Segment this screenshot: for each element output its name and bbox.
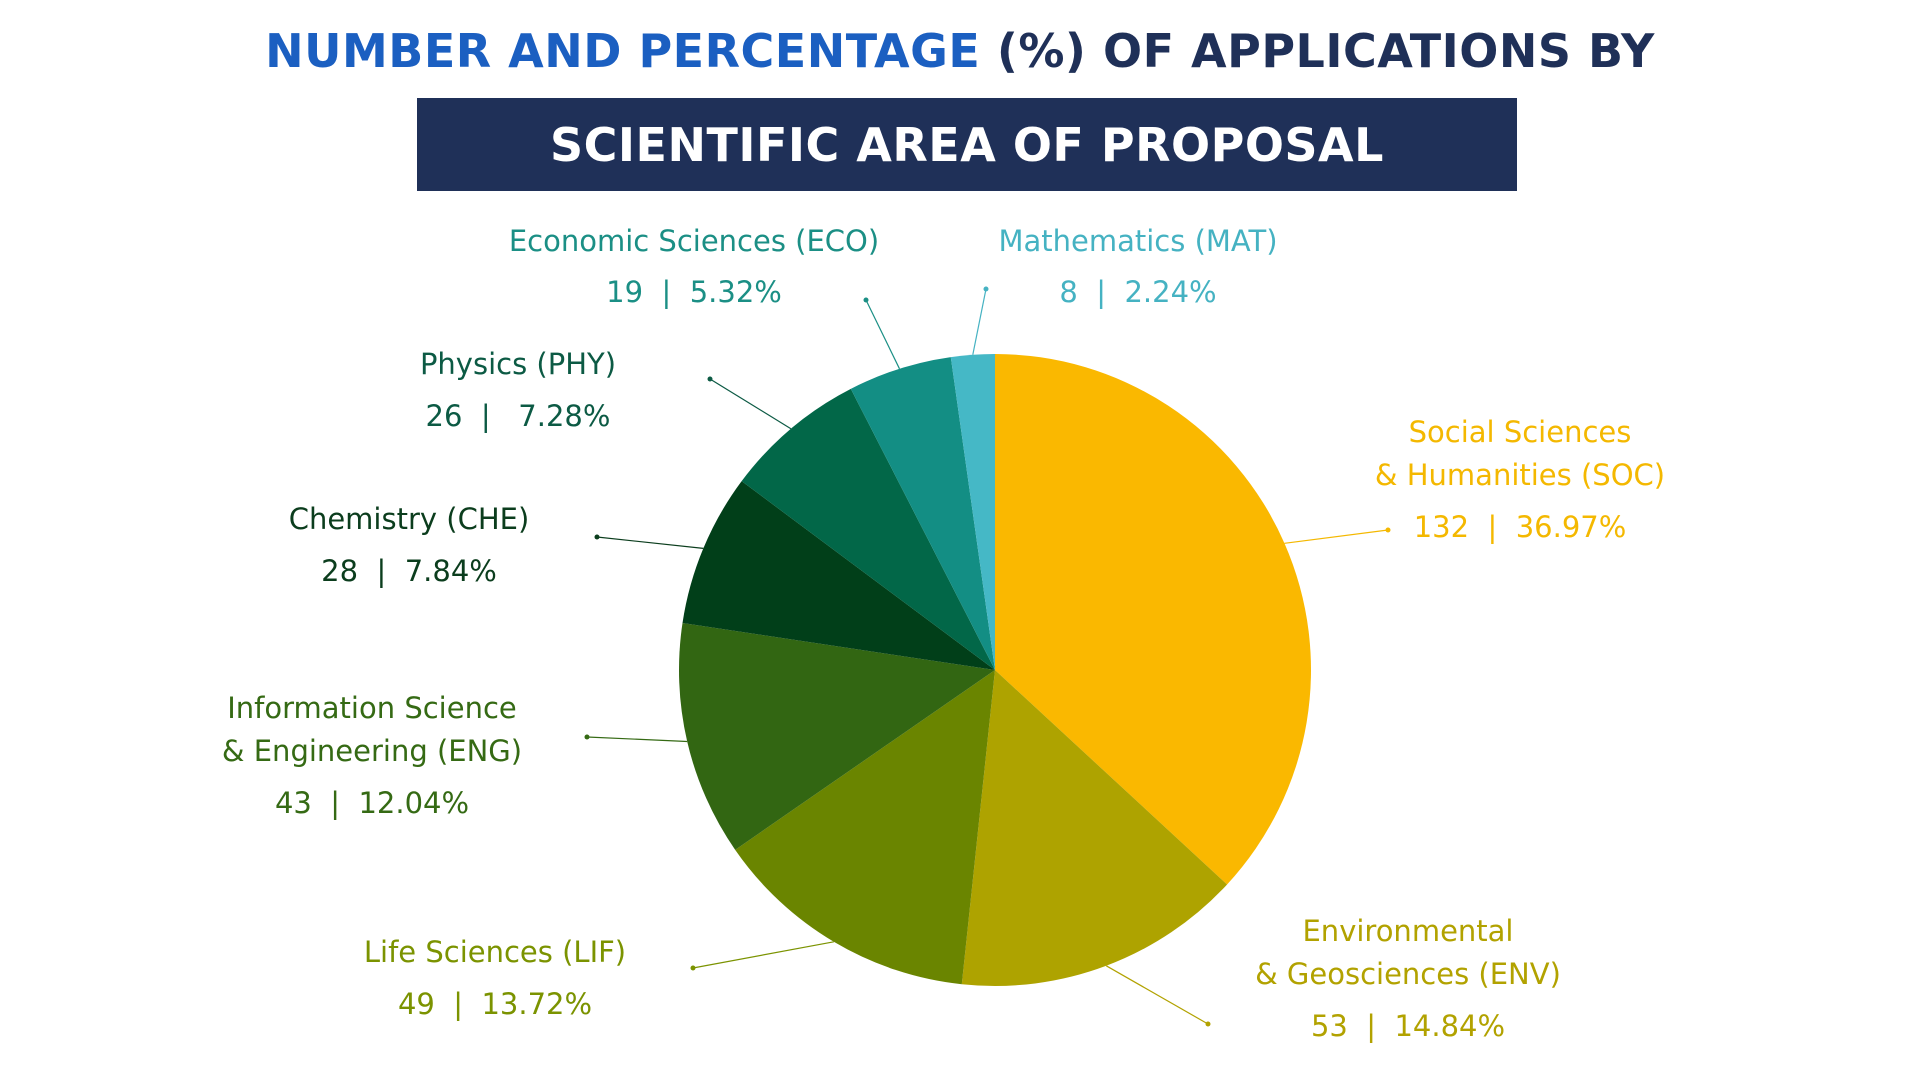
slice-name-label-1: Social Sciences: [1409, 415, 1632, 449]
slice-value-label-4: 43 | 12.04%: [275, 786, 469, 820]
leader-line-2: [1106, 965, 1209, 1025]
leader-line-7: [865, 299, 901, 370]
leader-line-4: [586, 736, 688, 743]
leader-dot-6: [707, 376, 713, 382]
slice-value-label-8: 8 | 2.24%: [1059, 275, 1216, 309]
slice-value-label-7: 19 | 5.32%: [606, 275, 782, 309]
leader-dot-4: [584, 734, 590, 740]
slice-name-label-7: Economic Sciences (ECO): [509, 224, 879, 258]
slice-name-label-2: & Geosciences (ENV): [1255, 957, 1561, 991]
leader-line-1: [1284, 529, 1389, 544]
leader-dot-1: [1385, 527, 1391, 533]
slice-name-label-8: Mathematics (MAT): [998, 224, 1277, 258]
slice-name-label-1: & Humanities (SOC): [1375, 458, 1665, 492]
pie-slice-6: [741, 388, 995, 670]
slice-name-label-4: Information Science: [227, 691, 517, 725]
title-rest: (%) OF APPLICATIONS BY: [996, 24, 1655, 78]
slice-name-label-6: Physics (PHY): [420, 347, 616, 381]
chart-title-line-2: SCIENTIFIC AREA OF PROPOSAL: [550, 117, 1384, 172]
leader-dot-8: [983, 286, 989, 292]
title-highlight: NUMBER AND PERCENTAGE: [265, 24, 981, 78]
pie-slice-2: [961, 670, 1228, 986]
leader-dot-7: [863, 297, 869, 303]
slice-value-label-3: 49 | 13.72%: [398, 987, 592, 1021]
slice-value-label-6: 26 | 7.28%: [426, 399, 611, 433]
leader-line-8: [972, 288, 987, 355]
pie-slice-4: [678, 623, 995, 850]
pie-slice-3: [735, 670, 995, 985]
leader-line-6: [709, 378, 792, 430]
chart-title-line-1: NUMBER AND PERCENTAGE (%) OF APPLICATION…: [0, 24, 1920, 78]
pie-slices: [678, 354, 1311, 986]
slice-name-label-3: Life Sciences (LIF): [364, 935, 626, 969]
slice-name-label-5: Chemistry (CHE): [289, 502, 530, 536]
slice-labels: Social Sciences & Humanities (SOC) 132 | 3…: [222, 224, 1665, 1043]
chart-title-banner: SCIENTIFIC AREA OF PROPOSAL: [417, 98, 1517, 191]
slice-value-label-1: 132 | 36.97%: [1414, 510, 1627, 544]
pie-slice-5: [682, 481, 995, 670]
leader-lines: [584, 286, 1391, 1027]
slice-name-label-2: Environmental: [1302, 914, 1513, 948]
leader-dot-5: [594, 534, 600, 540]
pie-slice-8: [950, 354, 995, 670]
pie-slice-1: [995, 354, 1311, 885]
slice-value-label-2: 53 | 14.84%: [1311, 1009, 1505, 1043]
leader-line-3: [692, 941, 834, 969]
leader-dot-2: [1205, 1021, 1211, 1027]
slice-name-label-4: & Engineering (ENG): [222, 734, 522, 768]
pie-slice-7: [850, 357, 995, 670]
leader-line-5: [596, 536, 704, 549]
leader-dot-3: [690, 965, 696, 971]
slice-value-label-5: 28 | 7.84%: [321, 554, 497, 588]
